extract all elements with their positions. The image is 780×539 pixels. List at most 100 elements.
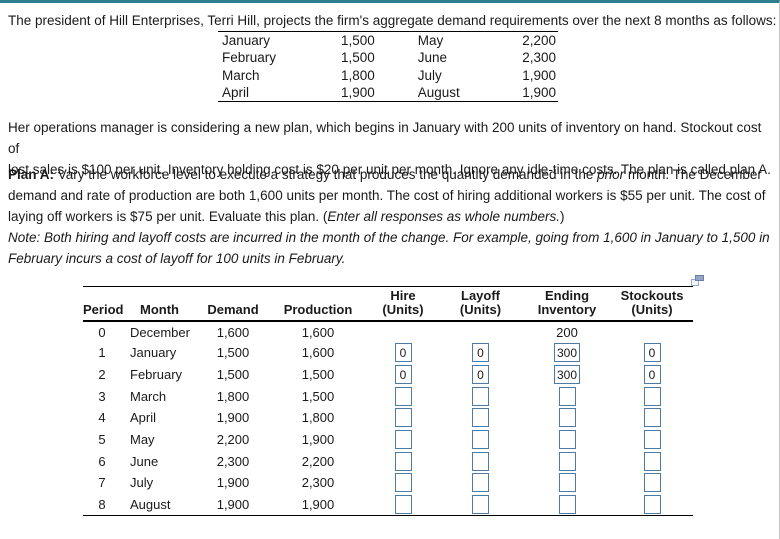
hire-cell (368, 429, 438, 451)
note-text: Note: Both hiring and layoff costs are i… (8, 230, 770, 266)
stockouts-units-input-period-2[interactable] (643, 365, 661, 385)
month-cell: May (130, 432, 155, 448)
month-cell: February (130, 367, 183, 383)
production-cell: 2,300 (301, 475, 335, 491)
demand-cell: 1,800 (216, 388, 250, 404)
demand-value-cell: 2,200 (522, 33, 556, 48)
layoff-units-input-period-1[interactable] (472, 343, 489, 363)
header-demand: Demand (207, 302, 259, 317)
period-cell: 4 (98, 410, 106, 426)
layoff-units-input-period-5[interactable] (472, 430, 489, 450)
hire-cell (368, 450, 438, 472)
hire-units-input-period-6[interactable] (394, 451, 412, 471)
hire-units-input-period-7[interactable] (394, 473, 412, 493)
plan-a-table: Period Month Demand Production Hire (Uni… (83, 286, 693, 516)
hire-units-input-period-1[interactable] (394, 343, 412, 363)
stockouts-cell (611, 450, 693, 472)
demand-cell: 1,500 (216, 367, 250, 383)
stockouts-units-input-period-8[interactable] (643, 494, 661, 514)
plan-a-text: Plan A: Vary the workforce level to exec… (8, 164, 774, 227)
ending-inventory-input-period-8[interactable] (558, 494, 576, 514)
layoff-cell (438, 450, 523, 472)
production-cell: 1,800 (301, 410, 335, 426)
demand-value-cell: 1,900 (522, 67, 556, 83)
header-layoff-units: Layoff (Units) (459, 288, 502, 317)
popup-icon-front-window (695, 275, 704, 281)
plan-a-seg1: Vary the workforce level to execute a st… (54, 167, 598, 182)
table-row: 4 April 1,900 1,800 (83, 407, 693, 429)
layoff-units-input-period-2[interactable] (472, 365, 489, 385)
layoff-units-input-period-3[interactable] (472, 386, 489, 406)
plan-a-italic-instruction: Enter all responses as whole numbers. (327, 209, 561, 224)
hire-units-input-period-3[interactable] (394, 386, 412, 406)
ending-inventory-static-value: 200 (556, 324, 578, 340)
inventory-cell (523, 472, 611, 494)
hire-units-input-period-4[interactable] (394, 408, 412, 428)
layoff-cell (438, 494, 523, 516)
ending-inventory-input-period-4[interactable] (558, 408, 576, 428)
demand-value-cell: 1,500 (340, 33, 375, 48)
demand-value-cell: 1,900 (340, 85, 375, 100)
month-cell: August (130, 496, 171, 512)
demand-cell: 2,300 (216, 453, 250, 469)
hire-cell (368, 494, 438, 516)
demand-requirements-body: January 1,500 May 2,200 February 1,500 June 2,3… (218, 32, 558, 102)
stockouts-cell (611, 407, 693, 429)
stockouts-cell (611, 364, 693, 386)
production-cell: 1,600 (301, 324, 335, 340)
demand-month-cell: February (222, 50, 277, 66)
production-cell: 1,900 (301, 496, 335, 512)
stockouts-units-input-period-7[interactable] (643, 473, 661, 493)
stockouts-units-input-period-1[interactable] (643, 343, 661, 363)
stockouts-cell (611, 472, 693, 494)
ending-inventory-input-period-2[interactable] (554, 365, 580, 385)
table-row: 8 August 1,900 1,900 (83, 494, 693, 516)
period-cell: 3 (98, 388, 106, 404)
demand-value-cell: 2,300 (522, 50, 556, 66)
demand-cell: 2,200 (216, 432, 250, 448)
stockouts-units-input-period-5[interactable] (643, 430, 661, 450)
stockouts-cell (611, 342, 693, 364)
hire-cell (368, 407, 438, 429)
layoff-cell (438, 385, 523, 407)
hire-units-input-period-5[interactable] (394, 430, 412, 450)
stockouts-units-input-period-3[interactable] (643, 386, 661, 406)
hire-units-input-period-8[interactable] (394, 494, 412, 514)
header-hire-units: Hire (Units) (382, 288, 424, 317)
stockouts-units-input-period-4[interactable] (643, 408, 661, 428)
demand-cell: 1,600 (216, 324, 250, 340)
demand-value-cell: 1,900 (522, 85, 556, 100)
demand-row: February 1,500 June 2,300 (218, 49, 558, 67)
layoff-cell (438, 472, 523, 494)
inventory-cell (523, 342, 611, 364)
hire-units-input-period-2[interactable] (394, 365, 412, 385)
table-row: 0 December 1,600 1,600 200 (83, 321, 693, 342)
table-row: 6 June 2,300 2,200 (83, 450, 693, 472)
period-cell: 7 (98, 475, 106, 491)
demand-cell: 1,900 (216, 410, 250, 426)
ending-inventory-input-period-7[interactable] (558, 473, 576, 493)
layoff-units-input-period-7[interactable] (472, 473, 489, 493)
ending-inventory-input-period-1[interactable] (554, 343, 580, 363)
period-cell: 1 (98, 345, 106, 361)
demand-cell: 1,500 (216, 345, 250, 361)
layoff-cell (438, 342, 523, 364)
layoff-units-input-period-8[interactable] (472, 494, 489, 514)
open-in-new-window-icon[interactable] (691, 275, 704, 286)
table-row: 2 February 1,500 1,500 (83, 364, 693, 386)
month-cell: January (130, 345, 177, 361)
plan-a-italic-prior: prior (597, 167, 625, 182)
plan-table-body: 0 December 1,600 1,600 200 1 January 1,5… (83, 321, 693, 516)
ending-inventory-input-period-6[interactable] (558, 451, 576, 471)
table-row: 7 July 1,900 2,300 (83, 472, 693, 494)
production-cell: 1,900 (301, 432, 335, 448)
stockouts-units-input-period-6[interactable] (643, 451, 661, 471)
ending-inventory-input-period-3[interactable] (558, 386, 576, 406)
layoff-units-input-period-6[interactable] (472, 451, 489, 471)
layoff-cell (438, 321, 523, 342)
layoff-units-input-period-4[interactable] (472, 408, 489, 428)
plan-a-label: Plan A: (8, 167, 55, 182)
stockouts-cell (611, 429, 693, 451)
ending-inventory-input-period-5[interactable] (558, 430, 576, 450)
